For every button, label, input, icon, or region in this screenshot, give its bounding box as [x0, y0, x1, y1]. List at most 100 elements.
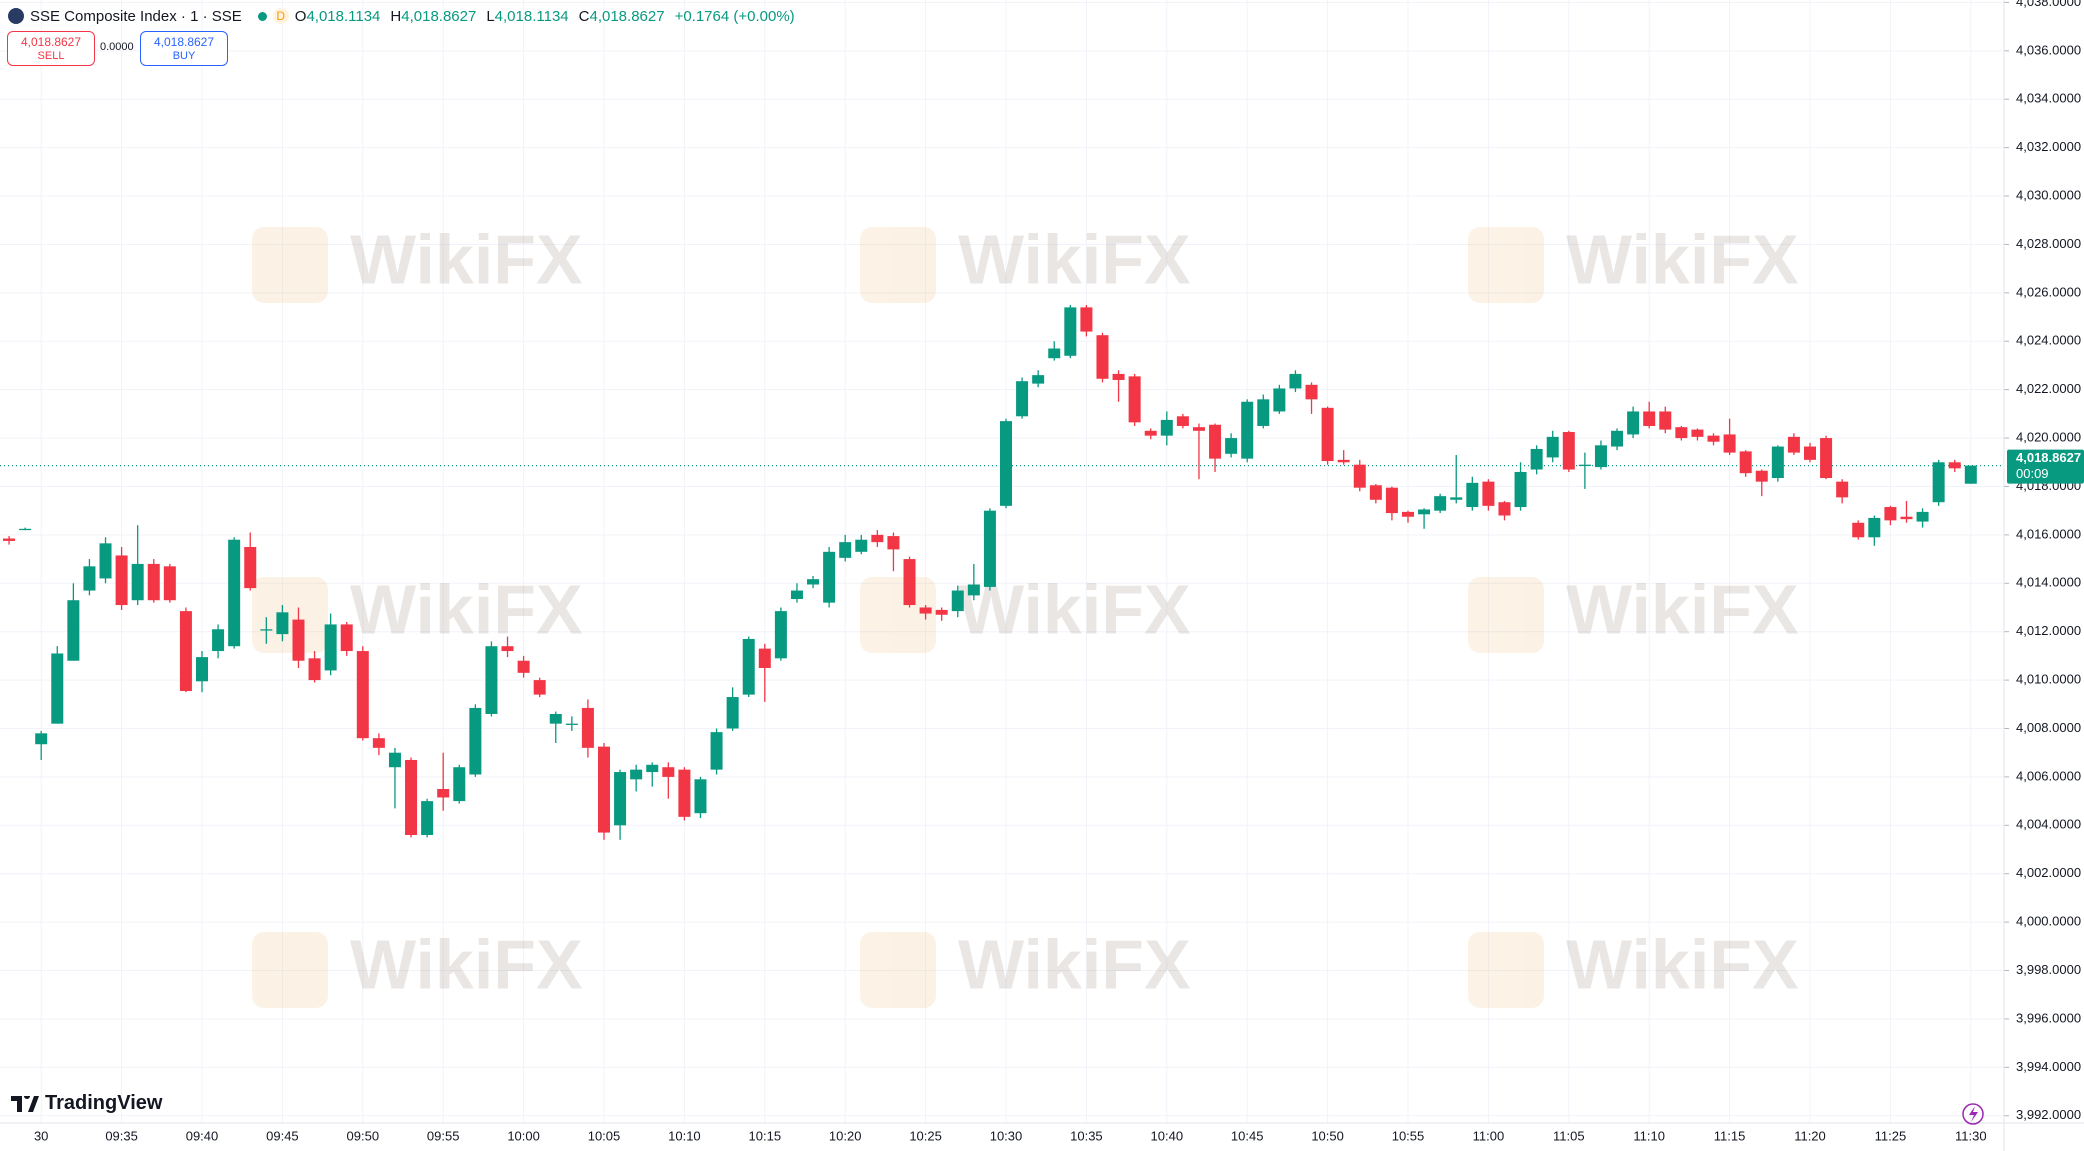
candle-body: [678, 769, 691, 817]
candle-body: [147, 563, 160, 601]
candle-body: [1112, 373, 1125, 380]
y-tick-label: 4,022.0000: [2016, 381, 2081, 396]
candle-body: [163, 566, 176, 601]
candle-body: [1225, 438, 1238, 454]
sell-price: 4,018.8627: [20, 34, 82, 49]
candle-body: [919, 607, 932, 614]
x-tick-label: 11:00: [1473, 1128, 1505, 1143]
candle-body: [1241, 401, 1254, 459]
candle-body: [469, 707, 482, 775]
candle-body: [1128, 376, 1141, 423]
candle-body: [1884, 507, 1897, 521]
candle-body: [1450, 497, 1463, 500]
symbol-icon: [8, 8, 24, 24]
candle-body: [1032, 375, 1045, 384]
candle-body: [871, 534, 884, 543]
candle-body: [1418, 509, 1431, 515]
x-tick-label: 10:00: [507, 1128, 540, 1143]
candle-body: [99, 543, 112, 579]
candle-body: [1096, 335, 1109, 379]
candle-body: [1852, 522, 1865, 538]
x-tick-label: 09:55: [427, 1128, 460, 1143]
candle-body: [1675, 427, 1688, 439]
candle-body: [67, 600, 80, 661]
candle-body: [1964, 465, 1977, 484]
candle-body: [1385, 487, 1398, 514]
candle-body: [1048, 348, 1061, 359]
candle-body: [807, 579, 820, 585]
symbol-title[interactable]: SSE Composite Index · 1 · SSE: [30, 7, 242, 25]
candle-body: [115, 555, 128, 606]
candle-body: [1691, 429, 1704, 437]
ohlc-value: 4,018.8627: [589, 7, 665, 25]
alert-icon-ring: [1962, 1103, 1984, 1125]
candle-body: [1514, 471, 1527, 508]
brand[interactable]: TradingView: [11, 1092, 162, 1115]
watermark-logo: [252, 227, 328, 303]
candle-body: [935, 609, 948, 615]
y-tick-label: 3,994.0000: [2016, 1059, 2081, 1074]
candle-body: [887, 536, 900, 550]
candle-body: [1353, 464, 1366, 488]
candle-body: [533, 680, 546, 695]
watermark-logo: [1468, 577, 1544, 653]
candle-body: [710, 732, 723, 770]
candle-body: [1804, 446, 1816, 460]
candle-body: [1466, 482, 1479, 508]
candle-body: [340, 624, 353, 652]
sell-button[interactable]: 4,018.8627 SELL: [7, 31, 95, 66]
candle-body: [1434, 496, 1447, 511]
candle-body: [565, 723, 578, 725]
x-tick-label: 10:30: [990, 1128, 1023, 1143]
y-tick-label: 4,010.0000: [2016, 672, 2081, 687]
candle-body: [19, 528, 32, 531]
interval-badge[interactable]: D: [272, 8, 289, 24]
buy-button[interactable]: 4,018.8627 BUY: [140, 31, 228, 66]
y-tick-label: 4,038.0000: [2016, 0, 2081, 9]
candle-body: [1064, 307, 1077, 356]
ohlc-value: 4,018.8627: [401, 7, 477, 25]
candle-body: [598, 746, 610, 833]
candle-body: [774, 611, 787, 659]
x-tick-label: 11:25: [1875, 1128, 1907, 1143]
y-tick-label: 4,012.0000: [2016, 623, 2081, 638]
candle-body: [855, 539, 868, 552]
candle-body: [614, 772, 627, 826]
alert-icon[interactable]: [1962, 1103, 1984, 1125]
candle-body: [1016, 381, 1029, 417]
market-status[interactable]: [257, 11, 267, 21]
candle-body: [3, 538, 16, 541]
candle-body: [1836, 481, 1849, 498]
y-tick-label: 3,998.0000: [2016, 962, 2081, 977]
candle-body: [1337, 459, 1350, 463]
y-tick-label: 3,992.0000: [2016, 1107, 2081, 1122]
candle-body: [1482, 481, 1495, 506]
candle-body: [1578, 464, 1591, 466]
candle-body: [1305, 384, 1318, 400]
watermark-text: WikiFX: [958, 570, 1191, 648]
candle-body: [485, 646, 498, 714]
candle-body: [726, 697, 739, 729]
x-tick-label: 10:20: [829, 1128, 862, 1143]
candle-body: [356, 651, 369, 739]
candle-body: [276, 612, 289, 635]
candle-body: [1176, 416, 1189, 426]
candle-body: [324, 624, 337, 671]
alert-icon-bolt: [1969, 1106, 1978, 1122]
candle-body: [260, 629, 273, 631]
candle-body: [1209, 424, 1222, 459]
candle-body: [308, 658, 321, 681]
candle-body: [790, 590, 803, 600]
x-tick-label: 10:15: [749, 1128, 782, 1143]
candle-body: [1900, 516, 1913, 520]
x-tick-label: 11:05: [1553, 1128, 1585, 1143]
watermark-text: WikiFX: [350, 220, 583, 298]
candle-body: [1932, 462, 1945, 503]
y-tick-label: 4,006.0000: [2016, 768, 2081, 783]
candle-body: [1611, 430, 1624, 447]
y-tick-label: 4,024.0000: [2016, 333, 2081, 348]
candle-body: [646, 764, 659, 773]
candle-body: [1948, 462, 1961, 469]
x-tick-label: 11:15: [1714, 1128, 1746, 1143]
